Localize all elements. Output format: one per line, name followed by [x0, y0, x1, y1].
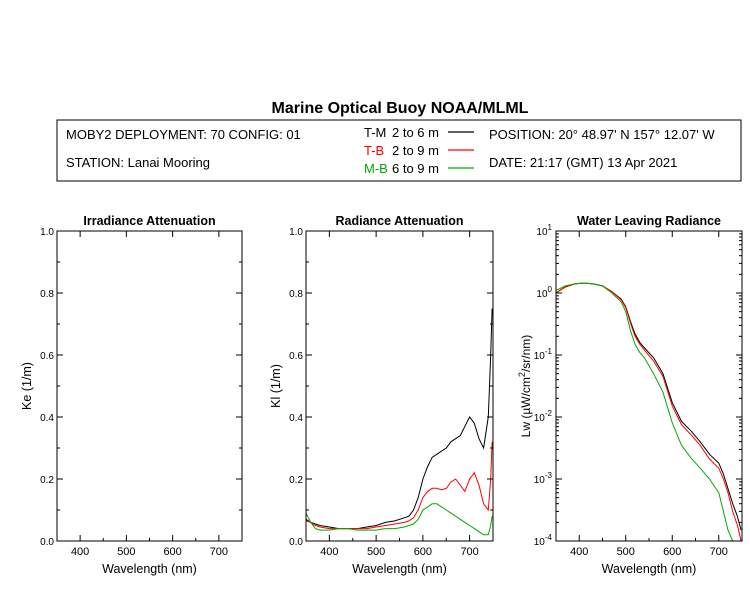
legend-tb: T-B 2 to 9 m	[364, 143, 474, 158]
y-axis-label: Lw (µW/cm2/sr/nm)	[517, 335, 533, 438]
plot-frame	[555, 230, 743, 542]
series-line-t-m	[556, 282, 742, 531]
x-tick-label: 400	[71, 546, 89, 558]
x-tick-label: 700	[210, 546, 228, 558]
y-tick-label: 0.0	[289, 537, 303, 548]
x-tick-label: 600	[414, 546, 432, 558]
figure-title: Marine Optical Buoy NOAA/MLML	[272, 100, 529, 117]
y-tick-label: 100	[536, 285, 552, 300]
deployment-text: MOBY2 DEPLOYMENT: 70 CONFIG: 01	[66, 127, 301, 142]
y-tick-label: 0.4	[289, 413, 303, 424]
legend-code-tb: T-B	[364, 143, 384, 158]
x-axis-label: Wavelength (nm)	[102, 562, 197, 576]
legend-range-tm: 2 to 6 m	[392, 125, 439, 140]
info-box-border	[56, 119, 742, 182]
y-tick-label: 0.6	[289, 351, 303, 362]
plot-frame	[56, 230, 243, 542]
y-tick-label: 10-2	[534, 409, 553, 424]
y-tick-label: 101	[536, 223, 552, 238]
y-tick-label: 10-4	[534, 533, 553, 548]
chart-panel-3: Water Leaving Radiance 400 500 600 700 10-4 10…	[517, 214, 743, 576]
series-line-t-b	[306, 441, 493, 530]
series-line-t-b	[556, 282, 742, 541]
chart-panel-2: Radiance Attenuation 400 500 600 700 0.0 0.2 0.…	[269, 214, 494, 576]
y-tick-label: 0.2	[40, 475, 54, 486]
x-axis-label: Wavelength (nm)	[352, 562, 447, 576]
y-tick-label: 0.4	[40, 413, 54, 424]
position-text: POSITION: 20° 48.97' N 157° 12.07' W	[489, 127, 715, 142]
x-tick-label: 600	[663, 546, 681, 558]
chart-title: Irradiance Attenuation	[83, 214, 215, 228]
y-tick-label: 10-1	[534, 347, 553, 362]
legend-code-mb: M-B	[364, 161, 388, 176]
legend-tm: T-M 2 to 6 m	[364, 125, 474, 140]
x-tick-label: 500	[117, 546, 135, 558]
y-axis-label: Ke (1/m)	[20, 362, 34, 410]
x-tick-label: 600	[163, 546, 181, 558]
x-tick-label: 500	[367, 546, 385, 558]
chart-panel-1: Irradiance Attenuation 400 500 600 700 0.0 0.2…	[20, 214, 243, 576]
plot-frame	[305, 230, 494, 542]
chart-panels: Irradiance Attenuation 400 500 600 700 0.0 0.2…	[20, 214, 743, 576]
x-tick-label: 400	[570, 546, 588, 558]
y-axis-label: Kl (1/m)	[269, 364, 283, 408]
x-tick-label: 700	[460, 546, 478, 558]
x-tick-label: 400	[320, 546, 338, 558]
legend-code-tm: T-M	[364, 125, 386, 140]
series-line-t-m	[306, 308, 493, 530]
station-text: STATION: Lanai Mooring	[66, 155, 210, 170]
y-tick-label: 0.2	[289, 475, 303, 486]
y-tick-label: 1.0	[289, 227, 303, 238]
y-tick-label: 10-3	[534, 471, 553, 486]
x-tick-label: 500	[617, 546, 635, 558]
chart-title: Water Leaving Radiance	[577, 214, 721, 228]
y-tick-label: 0.0	[40, 537, 54, 548]
legend-range-tb: 2 to 9 m	[392, 143, 439, 158]
y-tick-label: 0.6	[40, 351, 54, 362]
chart-title: Radiance Attenuation	[335, 214, 463, 228]
info-box: MOBY2 DEPLOYMENT: 70 CONFIG: 01 STATION:…	[56, 119, 742, 182]
date-text: DATE: 21:17 (GMT) 13 Apr 2021	[489, 155, 677, 170]
x-tick-label: 700	[710, 546, 728, 558]
legend-mb: M-B 6 to 9 m	[364, 161, 474, 176]
series-line-m-b	[556, 282, 742, 541]
y-tick-label: 0.8	[40, 289, 54, 300]
y-tick-label: 0.8	[289, 289, 303, 300]
legend-range-mb: 6 to 9 m	[392, 161, 439, 176]
y-tick-label: 1.0	[40, 227, 54, 238]
x-axis-label: Wavelength (nm)	[602, 562, 697, 576]
series-line-m-b	[306, 503, 493, 536]
